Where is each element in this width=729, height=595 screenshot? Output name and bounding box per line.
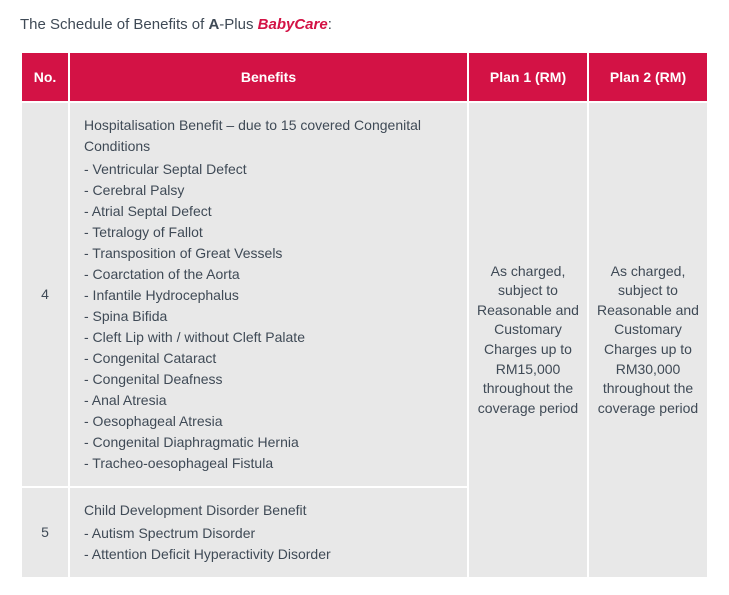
benefit-item: - Oesophageal Atresia xyxy=(84,411,453,432)
cell-benefit: Hospitalisation Benefit – due to 15 cove… xyxy=(70,103,467,486)
table-row: 4 Hospitalisation Benefit – due to 15 co… xyxy=(22,103,707,486)
benefit-item: - Congenital Cataract xyxy=(84,348,453,369)
col-header-plan1: Plan 1 (RM) xyxy=(469,53,587,101)
cell-plan1: As charged, subject to Reasonable and Cu… xyxy=(469,103,587,577)
benefit-item: - Congenital Diaphragmatic Hernia xyxy=(84,432,453,453)
table-header-row: No. Benefits Plan 1 (RM) Plan 2 (RM) xyxy=(22,53,707,101)
title-brand-a: A xyxy=(208,16,219,33)
title-brand-italic: BabyCare xyxy=(258,16,328,33)
page-title: The Schedule of Benefits of A-Plus BabyC… xyxy=(20,16,709,33)
title-brand-plus: -Plus xyxy=(219,16,257,33)
benefit-item: - Cerebral Palsy xyxy=(84,180,453,201)
benefit-heading: Child Development Disorder Benefit xyxy=(84,500,453,521)
benefit-item: - Transposition of Great Vessels xyxy=(84,243,453,264)
col-header-plan2: Plan 2 (RM) xyxy=(589,53,707,101)
benefit-heading: Hospitalisation Benefit – due to 15 cove… xyxy=(84,115,453,157)
title-prefix: The Schedule of Benefits of xyxy=(20,16,208,33)
cell-plan2: As charged, subject to Reasonable and Cu… xyxy=(589,103,707,577)
col-header-ben: Benefits xyxy=(70,53,467,101)
benefit-item: - Tracheo-oesophageal Fistula xyxy=(84,453,453,474)
benefit-item: - Atrial Septal Defect xyxy=(84,201,453,222)
col-header-no: No. xyxy=(22,53,68,101)
benefit-item: - Congenital Deafness xyxy=(84,369,453,390)
title-suffix: : xyxy=(328,16,332,33)
benefits-table: No. Benefits Plan 1 (RM) Plan 2 (RM) 4 H… xyxy=(20,51,709,579)
benefit-item: - Autism Spectrum Disorder xyxy=(84,523,453,544)
benefit-item: - Attention Deficit Hyperactivity Disord… xyxy=(84,544,453,565)
cell-benefit: Child Development Disorder Benefit - Aut… xyxy=(70,488,467,577)
benefit-item: - Infantile Hydrocephalus xyxy=(84,285,453,306)
benefit-item: - Tetralogy of Fallot xyxy=(84,222,453,243)
benefit-item: - Coarctation of the Aorta xyxy=(84,264,453,285)
benefit-item: - Spina Bifida xyxy=(84,306,453,327)
cell-no: 5 xyxy=(22,488,68,577)
benefit-item: - Anal Atresia xyxy=(84,390,453,411)
benefit-item: - Cleft Lip with / without Cleft Palate xyxy=(84,327,453,348)
benefit-item: - Ventricular Septal Defect xyxy=(84,159,453,180)
cell-no: 4 xyxy=(22,103,68,486)
